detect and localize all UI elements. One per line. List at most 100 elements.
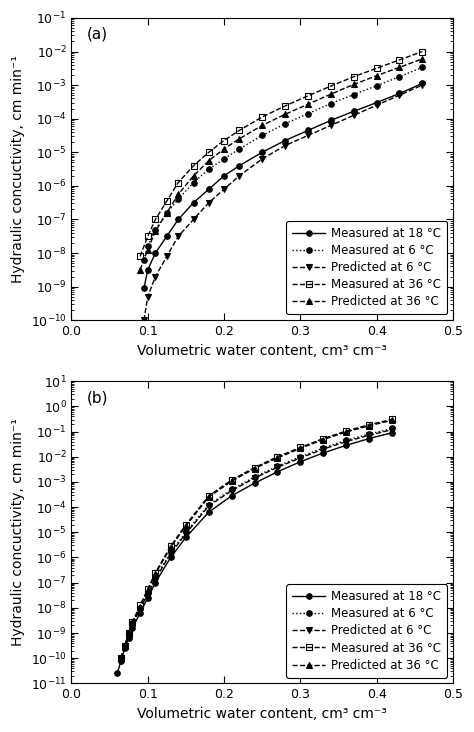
Measured at 36 °C <box>122 641 128 650</box>
Predicted at 36 °C <box>419 54 425 63</box>
Predicted at 6 °C <box>221 185 227 194</box>
Measured at 36 °C <box>298 443 303 452</box>
Line: Predicted at 36 °C: Predicted at 36 °C <box>137 56 425 272</box>
Measured at 18 °C <box>343 441 349 449</box>
Predicted at 36 °C <box>153 569 158 578</box>
Line: Predicted at 36 °C: Predicted at 36 °C <box>118 418 395 661</box>
Predicted at 6 °C <box>397 91 402 100</box>
Measured at 6 °C <box>122 641 128 650</box>
Predicted at 36 °C <box>229 477 235 485</box>
Measured at 36 °C <box>153 215 158 224</box>
Measured at 36 °C <box>191 161 196 170</box>
Predicted at 6 °C <box>141 315 147 324</box>
Measured at 36 °C <box>274 452 280 461</box>
Measured at 18 °C <box>141 284 147 293</box>
Predicted at 36 °C <box>397 63 402 72</box>
Predicted at 36 °C <box>153 227 158 236</box>
Measured at 18 °C <box>328 116 334 124</box>
Measured at 18 °C <box>229 491 235 500</box>
Measured at 36 °C <box>397 56 402 64</box>
Measured at 36 °C <box>328 82 334 91</box>
Measured at 36 °C <box>126 629 131 638</box>
Predicted at 36 °C <box>320 436 326 444</box>
Predicted at 6 °C <box>298 454 303 463</box>
Measured at 6 °C <box>145 589 151 597</box>
Measured at 36 °C <box>137 601 143 610</box>
Predicted at 36 °C <box>137 602 143 611</box>
Predicted at 6 °C <box>351 111 356 120</box>
Predicted at 6 °C <box>229 486 235 495</box>
Predicted at 6 °C <box>328 121 334 130</box>
Measured at 18 °C <box>366 434 372 443</box>
Predicted at 6 °C <box>206 198 211 207</box>
Measured at 6 °C <box>164 209 170 217</box>
Measured at 18 °C <box>419 79 425 88</box>
Predicted at 36 °C <box>118 654 124 662</box>
Measured at 6 °C <box>206 500 211 509</box>
Measured at 36 °C <box>183 520 189 529</box>
Measured at 36 °C <box>153 568 158 577</box>
Measured at 36 °C <box>221 136 227 145</box>
Measured at 18 °C <box>183 533 189 542</box>
Measured at 36 °C <box>145 232 151 241</box>
Line: Predicted at 6 °C: Predicted at 6 °C <box>118 427 395 661</box>
Measured at 36 °C <box>206 148 211 157</box>
Measured at 6 °C <box>237 144 242 153</box>
Text: (a): (a) <box>87 27 108 42</box>
Measured at 36 °C <box>419 47 425 56</box>
Predicted at 6 °C <box>130 620 136 629</box>
Predicted at 36 °C <box>374 71 380 80</box>
Measured at 18 °C <box>153 249 158 258</box>
Predicted at 36 °C <box>206 493 211 501</box>
Measured at 6 °C <box>145 242 151 251</box>
X-axis label: Volumetric water content, cm³ cm⁻³: Volumetric water content, cm³ cm⁻³ <box>137 707 387 721</box>
Predicted at 6 °C <box>126 630 131 639</box>
Measured at 6 °C <box>328 99 334 108</box>
Measured at 18 °C <box>122 644 128 653</box>
Predicted at 6 °C <box>153 575 158 583</box>
Measured at 18 °C <box>389 428 395 437</box>
Measured at 6 °C <box>259 131 265 140</box>
Measured at 18 °C <box>168 553 173 562</box>
Measured at 18 °C <box>114 669 120 678</box>
Predicted at 6 °C <box>274 463 280 471</box>
Predicted at 36 °C <box>145 245 151 254</box>
Predicted at 6 °C <box>282 141 288 150</box>
Predicted at 36 °C <box>145 586 151 594</box>
Measured at 36 °C <box>175 178 181 187</box>
Measured at 36 °C <box>366 420 372 429</box>
Predicted at 36 °C <box>259 121 265 130</box>
Predicted at 36 °C <box>274 454 280 463</box>
Measured at 36 °C <box>137 252 143 261</box>
Measured at 6 °C <box>282 119 288 128</box>
Predicted at 36 °C <box>328 90 334 99</box>
Measured at 36 °C <box>282 102 288 111</box>
Measured at 36 °C <box>130 617 136 626</box>
Predicted at 36 °C <box>130 618 136 627</box>
Predicted at 6 °C <box>305 131 311 140</box>
Measured at 6 °C <box>419 63 425 72</box>
Predicted at 36 °C <box>343 427 349 436</box>
Text: (b): (b) <box>87 390 108 406</box>
Predicted at 36 °C <box>252 464 257 473</box>
Predicted at 36 °C <box>164 209 170 217</box>
Measured at 6 °C <box>397 72 402 81</box>
Predicted at 36 °C <box>191 171 196 180</box>
Predicted at 36 °C <box>366 422 372 430</box>
Predicted at 6 °C <box>168 549 173 558</box>
Predicted at 36 °C <box>298 444 303 453</box>
Measured at 18 °C <box>305 126 311 135</box>
Predicted at 36 °C <box>183 522 189 531</box>
Measured at 6 °C <box>366 430 372 438</box>
Measured at 6 °C <box>126 629 131 638</box>
Predicted at 6 °C <box>374 101 380 110</box>
Line: Measured at 6 °C: Measured at 6 °C <box>141 64 425 263</box>
Measured at 6 °C <box>137 603 143 612</box>
Measured at 18 °C <box>206 185 211 194</box>
Predicted at 6 °C <box>419 81 425 89</box>
Measured at 18 °C <box>145 594 151 602</box>
Predicted at 6 °C <box>389 425 395 434</box>
Measured at 18 °C <box>191 198 196 207</box>
Predicted at 36 °C <box>126 630 131 638</box>
Measured at 6 °C <box>141 255 147 264</box>
